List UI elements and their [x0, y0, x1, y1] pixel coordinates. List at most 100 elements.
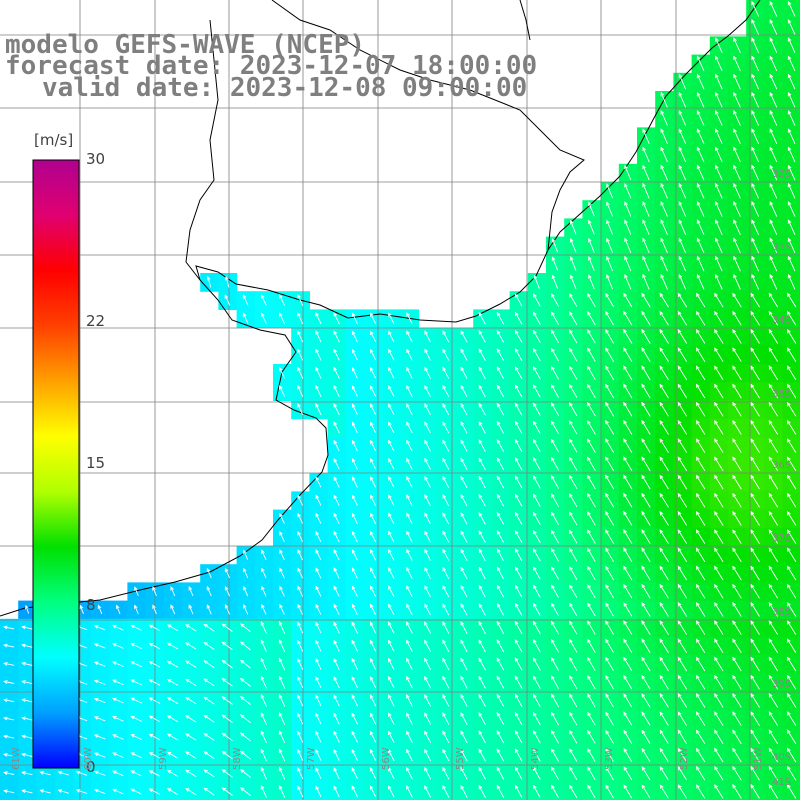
wind-arrow — [351, 567, 358, 579]
wind-arrow — [641, 638, 651, 654]
wind-arrow — [786, 456, 797, 472]
wind-cell — [0, 782, 19, 800]
wind-arrow — [695, 620, 706, 635]
wind-arrow — [641, 656, 651, 672]
wind-arrow — [460, 766, 468, 780]
wind-arrow — [623, 492, 633, 508]
wind-arrow — [260, 294, 267, 306]
wind-arrow — [623, 675, 633, 690]
wind-cell — [782, 618, 800, 638]
wind-arrow — [532, 366, 541, 380]
wind-cell — [163, 782, 183, 800]
wind-arrow — [605, 347, 615, 362]
wind-arrow — [532, 384, 541, 398]
wind-arrow — [514, 438, 523, 453]
wind-arrow — [751, 201, 760, 217]
wind-arrow — [278, 730, 286, 744]
wind-arrow — [677, 747, 687, 763]
wind-arrow — [732, 492, 742, 508]
wind-arrow — [496, 566, 504, 580]
wind-arrow — [333, 530, 340, 543]
wind-arrow — [369, 785, 377, 798]
wind-cell — [782, 691, 800, 711]
wind-arrow — [695, 420, 706, 435]
wind-cell — [782, 746, 800, 765]
wind-arrow — [750, 729, 760, 745]
wind-arrow — [297, 330, 304, 343]
wind-arrow — [134, 586, 139, 596]
wind-arrow — [786, 583, 797, 599]
wind-arrow — [660, 146, 668, 163]
wind-arrow — [333, 712, 340, 725]
wind-arrow — [370, 494, 377, 506]
wind-arrow — [587, 492, 596, 508]
wind-arrow — [278, 657, 286, 671]
wind-arrow — [587, 329, 596, 344]
wind-arrow — [221, 659, 233, 669]
wind-arrow — [442, 439, 450, 452]
wind-arrow — [460, 548, 468, 561]
wind-arrow — [569, 237, 577, 253]
wind-arrow — [587, 420, 596, 435]
wind-arrow — [166, 751, 179, 759]
wind-arrow — [769, 73, 778, 90]
wind-arrow — [406, 457, 413, 470]
wind-cell — [691, 782, 711, 800]
wind-arrow — [478, 348, 486, 361]
wind-arrow — [424, 657, 432, 671]
wind-arrow — [569, 529, 578, 544]
wind-arrow — [551, 675, 559, 689]
wind-arrow — [732, 310, 742, 326]
wind-arrow — [641, 347, 651, 363]
wind-cell — [509, 782, 529, 800]
wind-arrow — [297, 730, 304, 743]
wind-arrow — [587, 784, 596, 799]
wind-arrow — [587, 602, 596, 617]
wind-arrow — [315, 549, 322, 561]
wind-arrow — [623, 474, 633, 490]
wind-arrow — [660, 110, 668, 126]
wind-arrow — [279, 312, 286, 324]
wind-arrow — [714, 747, 724, 763]
wind-arrow — [297, 749, 304, 761]
wind-arrow — [551, 311, 559, 325]
wind-arrow — [460, 475, 468, 489]
wind-arrow — [532, 457, 541, 471]
wind-arrow — [551, 784, 559, 799]
wind-arrow — [297, 621, 304, 634]
wind-cell — [491, 782, 511, 800]
wind-arrow — [733, 273, 741, 290]
wind-arrow — [532, 730, 541, 744]
wind-arrow — [623, 401, 633, 417]
wind-cell — [782, 582, 800, 602]
wind-arrow — [3, 680, 15, 684]
longitude-label: 61W — [11, 747, 22, 770]
wind-arrow — [733, 201, 741, 217]
wind-arrow — [496, 639, 505, 653]
wind-arrow — [659, 383, 669, 399]
wind-arrow — [369, 657, 377, 670]
wind-arrow — [93, 752, 106, 758]
wind-arrow — [732, 456, 742, 472]
wind-arrow — [93, 788, 106, 795]
wind-arrow — [750, 620, 760, 635]
wind-arrow — [278, 693, 286, 707]
wind-arrow — [442, 548, 450, 561]
wind-arrow — [203, 642, 215, 650]
wind-arrow — [641, 292, 651, 308]
wind-arrow — [203, 751, 215, 760]
wind-arrow — [623, 510, 633, 526]
wind-arrow — [696, 182, 705, 199]
wind-arrow — [569, 474, 578, 490]
wind-arrow — [715, 37, 723, 53]
wind-arrow — [751, 219, 760, 235]
wind-arrow — [406, 530, 413, 543]
wind-arrow — [786, 602, 797, 617]
wind-arrow — [642, 237, 650, 254]
wind-arrow — [496, 621, 505, 635]
wind-arrow — [188, 586, 194, 597]
wind-arrow — [442, 730, 450, 744]
wind-arrow — [659, 747, 669, 763]
wind-arrow — [388, 439, 395, 452]
wind-arrow — [787, 55, 796, 72]
